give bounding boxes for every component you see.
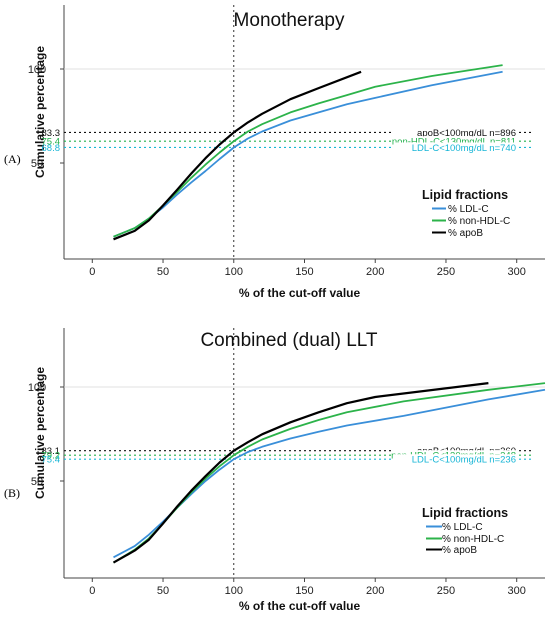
annotation-background	[394, 454, 518, 465]
reference-annotation: apoB<100mg/dL n=896	[417, 128, 516, 139]
panel-label: (A)	[4, 152, 21, 166]
legend-item-label: % apoB	[448, 228, 483, 239]
legend-item-label: % non-HDL-C	[442, 534, 504, 545]
series-line-apob	[112, 382, 489, 564]
y-axis-title: Cumulative percentage	[33, 367, 47, 499]
x-tick-label-100: 100	[225, 266, 243, 278]
x-tick-label-100: 100	[225, 585, 243, 597]
x-tick-label-250: 250	[437, 585, 455, 597]
reference-value-label: 83.1	[42, 446, 61, 457]
chart-panel-b: (B) 50 100 0 50 100 150 200 250 300 Combined (dual…	[4, 328, 546, 613]
panel-label: (B)	[4, 486, 20, 500]
x-tick-label-200: 200	[366, 266, 384, 278]
legend: Lipid fractions % LDL-C% non-HDL-C% apoB	[422, 506, 508, 556]
y-axis-title: Cumulative percentage	[33, 46, 47, 178]
legend-title: Lipid fractions	[422, 188, 508, 202]
series-line-ldlc	[113, 70, 503, 238]
legend-item-label: % non-HDL-C	[448, 216, 510, 227]
chart-title: Combined (dual) LLT	[200, 330, 377, 351]
chart-title: Monotherapy	[234, 10, 345, 31]
x-tick-label-0: 0	[89, 585, 95, 597]
y-tick-label-100: 100	[28, 64, 46, 76]
legend-title: Lipid fractions	[422, 506, 508, 520]
x-tick-label-200: 200	[366, 585, 384, 597]
reference-value-label: 79.2	[42, 451, 61, 462]
x-tick-label-50: 50	[157, 266, 169, 278]
reference-value-label: 75.4	[42, 455, 61, 466]
reference-annotation: non-HDL-C<130mg/dL n=811	[392, 137, 516, 148]
reference-annotation: LDL-C<100mg/dL n=236	[412, 455, 516, 466]
x-tick-label-150: 150	[295, 585, 313, 597]
annotation-background	[394, 142, 518, 153]
x-tick-label-300: 300	[508, 585, 526, 597]
annotation-background	[394, 127, 518, 138]
x-tick-label-300: 300	[508, 266, 526, 278]
reference-annotation: LDL-C<100mg/dL n=740	[412, 143, 516, 154]
y-tick-label-50: 50	[31, 158, 43, 170]
annotation-background	[394, 136, 518, 147]
legend-item-label: % apoB	[442, 545, 477, 556]
legend-item-label: % LDL-C	[442, 522, 483, 533]
legend: Lipid fractions % LDL-C% non-HDL-C% apoB	[422, 188, 510, 239]
x-tick-label-150: 150	[295, 266, 313, 278]
x-tick-label-0: 0	[89, 266, 95, 278]
x-axis-title: % of the cut-off value	[239, 286, 361, 300]
x-axis-title: % of the cut-off value	[239, 599, 361, 613]
chart-panel-a: (A) 50 100 0 50 100 150 200 250 300 Monotherapy % o…	[4, 5, 545, 300]
series-line-apob	[113, 70, 362, 241]
reference-value-label: 68.8	[42, 143, 61, 154]
legend-item-label: % LDL-C	[448, 204, 489, 215]
reference-value-label: 83.3	[42, 128, 61, 139]
x-tick-label-250: 250	[437, 266, 455, 278]
y-tick-label-100: 100	[28, 382, 46, 394]
y-tick-label-50: 50	[31, 476, 43, 488]
series-line-ldlc	[113, 388, 546, 559]
x-tick-label-50: 50	[157, 585, 169, 597]
reference-value-label: 75.4	[42, 137, 61, 148]
